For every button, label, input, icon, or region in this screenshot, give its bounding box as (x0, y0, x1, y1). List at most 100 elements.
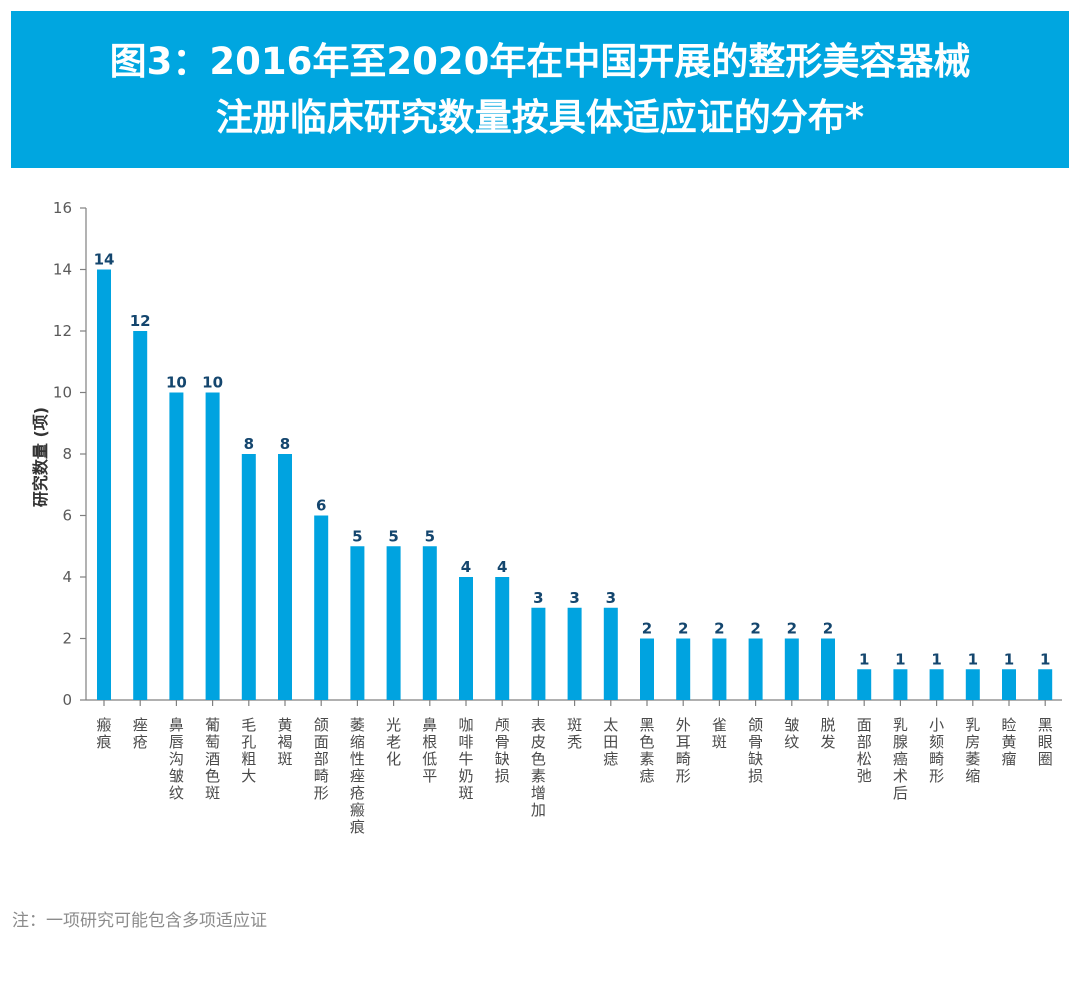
category-label: 鼻唇沟皱纹 (169, 716, 184, 802)
bar (205, 392, 220, 700)
category-label: 小颏畸形 (929, 716, 944, 785)
x-axis (86, 699, 1062, 706)
value-labels: 14 12 10 10 8 8 6 5 5 5 4 4 3 3 3 2 2 2 2 2 2 1 1 1 1 1 1 (94, 251, 1051, 669)
bar (1038, 669, 1053, 700)
value-label: 3 (533, 589, 543, 607)
category-label-char: 萎 (350, 716, 365, 734)
value-label: 14 (94, 251, 115, 269)
value-label: 5 (425, 527, 435, 545)
category-label-char: 颏 (929, 733, 944, 751)
category-label-char: 色 (205, 767, 220, 785)
category-label-char: 颅 (495, 716, 510, 734)
category-label-char: 缺 (495, 750, 510, 768)
bar (133, 331, 148, 700)
value-label: 1 (1040, 650, 1050, 668)
category-label-char: 斑 (205, 784, 220, 802)
bar (603, 607, 618, 700)
category-label-char: 发 (820, 733, 835, 751)
category-label-char: 缺 (748, 750, 763, 768)
category-label-char: 畸 (314, 767, 329, 785)
chart-title-line-2: 注册临床研究数量按具体适应证的分布* (215, 95, 865, 139)
category-label-char: 色 (531, 750, 546, 768)
category-label: 脱发 (820, 716, 835, 751)
bar (748, 638, 763, 700)
value-label: 12 (130, 312, 151, 330)
category-label: 黑眼圈 (1038, 716, 1053, 768)
category-label-char: 术 (893, 767, 908, 785)
category-label-char: 乳 (965, 716, 980, 734)
category-label-char: 斑 (458, 784, 473, 802)
category-label-char: 鼻 (169, 716, 184, 734)
category-label: 痤疮 (133, 716, 148, 751)
category-label: 面部松弛 (857, 716, 872, 785)
category-label: 毛孔粗大 (241, 716, 256, 785)
bar (640, 638, 654, 700)
category-label-char: 奶 (458, 767, 473, 785)
value-label: 6 (316, 497, 326, 515)
category-label-char: 松 (857, 750, 872, 768)
category-label-char: 褐 (277, 733, 292, 751)
category-label-char: 眼 (1038, 733, 1053, 751)
value-label: 10 (202, 374, 223, 392)
footnote: 注：一项研究可能包含多项适应证 (12, 911, 267, 931)
category-label-char: 后 (893, 784, 908, 802)
value-label: 2 (678, 620, 688, 638)
category-label: 黑色素痣 (639, 716, 654, 785)
category-label-char: 加 (531, 801, 546, 819)
category-label-char: 酒 (205, 750, 220, 768)
value-label: 8 (280, 435, 290, 453)
category-label-char: 啡 (458, 733, 473, 751)
category-label-char: 低 (422, 750, 437, 768)
y-tick-label: 14 (53, 261, 72, 279)
value-label: 4 (461, 558, 471, 576)
value-label: 2 (750, 620, 760, 638)
bar (712, 638, 727, 700)
category-label-char: 化 (386, 750, 401, 768)
category-label-char: 缩 (350, 733, 365, 751)
category-label-char: 形 (314, 784, 329, 802)
category-label-char: 颌 (748, 716, 763, 734)
value-label: 5 (352, 527, 362, 545)
category-label: 太田痣 (603, 716, 618, 768)
category-label-char: 痤 (133, 716, 148, 734)
category-label: 乳房萎缩 (965, 716, 980, 785)
y-axis-title: 研究数量 (项) (31, 407, 50, 507)
category-label-char: 瘢 (350, 801, 365, 819)
category-label-char: 唇 (169, 733, 184, 751)
chart-title-line-1: 图3：2016年至2020年在中国开展的整形美容器械 (109, 39, 971, 83)
category-label-char: 鼻 (422, 716, 437, 734)
category-label-char: 缩 (965, 767, 980, 785)
category-label: 萎缩性痤疮瘢痕 (350, 716, 365, 836)
category-label-char: 耳 (676, 733, 691, 751)
category-label-char: 睑 (1001, 716, 1016, 734)
category-label-char: 斑 (277, 750, 292, 768)
category-label-char: 畸 (929, 750, 944, 768)
category-label: 表皮色素增加 (531, 716, 546, 819)
category-label-char: 色 (639, 733, 654, 751)
value-label: 3 (606, 589, 616, 607)
bar (784, 638, 799, 700)
category-label: 黄褐斑 (277, 716, 292, 768)
bar (857, 669, 872, 700)
category-label-char: 颌 (314, 716, 329, 734)
category-label-char: 纹 (784, 733, 799, 751)
category-label: 鼻根低平 (422, 716, 437, 785)
category-label-char: 房 (965, 733, 980, 751)
category-label: 雀斑 (712, 716, 727, 751)
category-label-char: 乳 (893, 716, 908, 734)
y-axis: 0 2 4 6 8 10 12 14 16 (53, 199, 87, 709)
category-label-char: 骨 (495, 733, 510, 751)
bar (495, 577, 510, 700)
y-tick-label: 8 (62, 445, 72, 463)
category-label-char: 牛 (458, 750, 473, 768)
category-label-char: 皮 (531, 733, 546, 751)
category-label-char: 腺 (893, 733, 908, 751)
category-label-char: 疮 (350, 784, 365, 802)
category-label-char: 弛 (857, 767, 872, 785)
category-label-char: 形 (929, 767, 944, 785)
y-tick-label: 2 (62, 630, 72, 648)
bar (459, 577, 473, 700)
category-label-char: 雀 (712, 716, 727, 734)
category-label-char: 黄 (1001, 733, 1016, 751)
